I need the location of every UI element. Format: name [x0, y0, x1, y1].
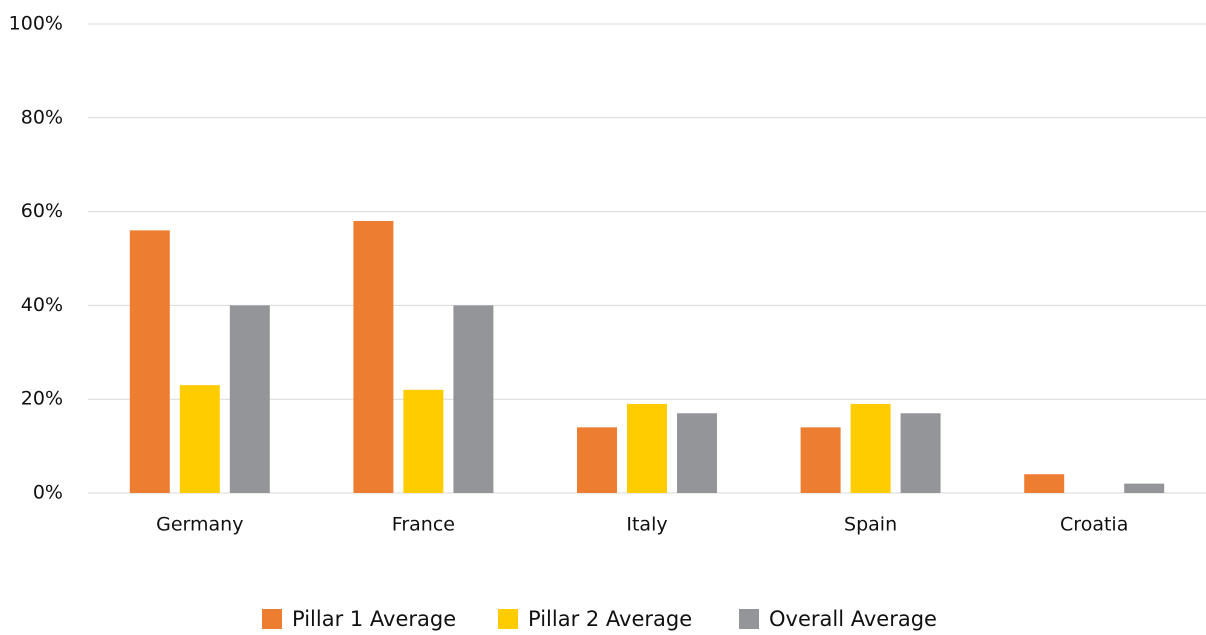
bar: [403, 389, 444, 493]
x-tick-label: Germany: [156, 514, 243, 536]
y-tick-label: 100%: [9, 13, 63, 35]
y-tick-label: 20%: [21, 388, 63, 410]
x-tick-label: Italy: [626, 514, 667, 536]
legend-label: Overall Average: [769, 607, 937, 631]
y-tick-label: 0%: [33, 482, 63, 504]
legend-swatch: [262, 609, 282, 629]
x-tick-label: Spain: [844, 514, 897, 536]
x-tick-label: France: [392, 514, 455, 536]
legend-label: Pillar 1 Average: [292, 607, 456, 631]
legend-label: Pillar 2 Average: [528, 607, 692, 631]
y-tick-label: 40%: [21, 294, 63, 316]
bar: [353, 220, 394, 494]
legend-swatch: [498, 609, 518, 629]
y-tick-label: 80%: [21, 106, 63, 128]
bar: [129, 230, 170, 494]
bar: [577, 427, 617, 493]
bar: [850, 403, 891, 493]
bar: [1024, 474, 1065, 493]
x-tick-label: Croatia: [1060, 514, 1128, 536]
bar: [900, 413, 941, 493]
bar: [453, 305, 494, 493]
legend-swatch: [739, 609, 759, 629]
bar: [1124, 483, 1165, 493]
bar: [800, 427, 841, 493]
bar: [229, 305, 270, 493]
y-tick-label: 60%: [21, 200, 63, 222]
bar: [627, 403, 667, 493]
bar: [677, 413, 717, 493]
bar: [179, 385, 220, 493]
